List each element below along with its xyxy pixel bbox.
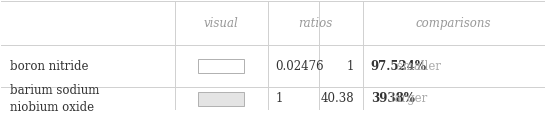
Text: 3938%: 3938% (371, 92, 414, 105)
Bar (198, 59, 245, 73)
Text: comparisons: comparisons (416, 17, 491, 30)
Text: 0.02476: 0.02476 (276, 60, 324, 73)
Text: 1: 1 (347, 60, 354, 73)
Text: 97.524%: 97.524% (371, 60, 427, 73)
Text: 40.38: 40.38 (321, 92, 354, 105)
Text: 1: 1 (276, 92, 283, 105)
Text: ratios: ratios (298, 17, 332, 30)
Text: barium sodium
niobium oxide: barium sodium niobium oxide (9, 84, 99, 114)
Bar (198, 91, 245, 106)
Text: visual: visual (204, 17, 239, 30)
Text: larger: larger (387, 92, 427, 105)
Text: boron nitride: boron nitride (9, 60, 88, 73)
Text: smaller: smaller (393, 60, 441, 73)
